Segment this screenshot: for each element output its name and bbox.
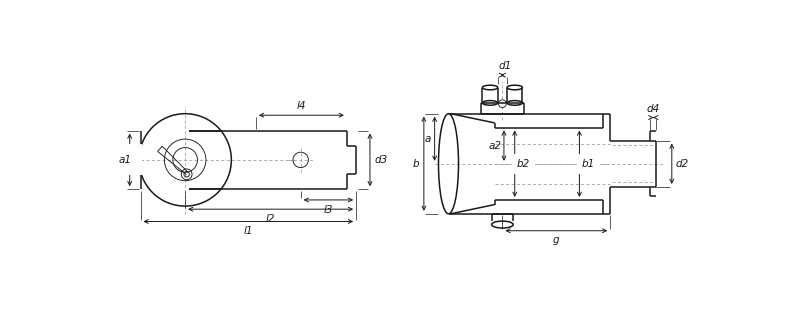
Text: l1: l1 — [243, 226, 253, 236]
Text: l2: l2 — [266, 214, 275, 224]
Text: g: g — [553, 235, 560, 245]
Text: a: a — [425, 134, 430, 144]
Text: b1: b1 — [582, 159, 595, 169]
Text: a2: a2 — [489, 141, 502, 151]
Text: l4: l4 — [297, 101, 306, 111]
Text: b2: b2 — [517, 159, 530, 169]
Text: b: b — [413, 159, 419, 169]
Text: l3: l3 — [324, 204, 333, 215]
Text: d2: d2 — [676, 159, 689, 169]
Text: d3: d3 — [374, 155, 388, 165]
Text: a1: a1 — [118, 155, 131, 165]
Text: d1: d1 — [498, 61, 511, 72]
Text: d4: d4 — [646, 104, 660, 114]
